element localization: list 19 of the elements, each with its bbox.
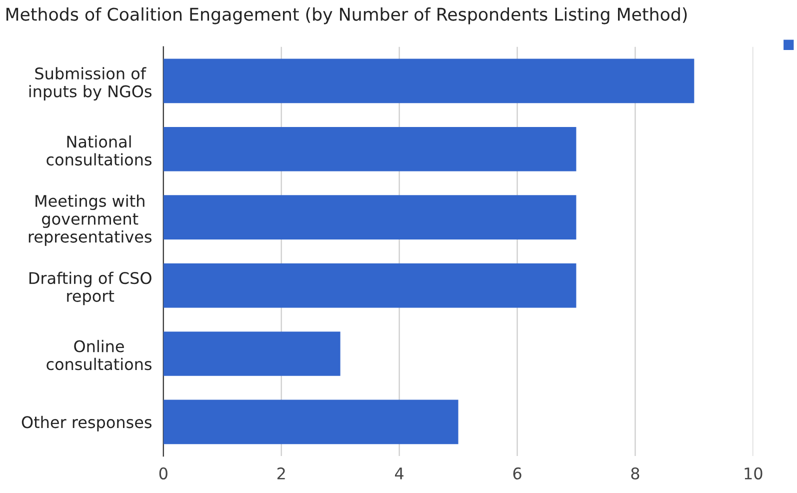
x-tick-label: 10 [744,467,762,480]
x-tick-label: 8 [631,467,640,480]
x-tick-label: 0 [159,467,168,480]
y-tick-label: Submission of inputs by NGOs [29,67,152,100]
bar [163,332,340,376]
y-tick-label: National consultations [46,135,152,166]
bar [163,126,576,172]
y-tick-label: Online consultations [46,340,152,370]
y-tick-label: Meetings with government representatives [28,194,152,246]
bar [163,400,458,444]
bar [163,195,576,240]
x-tick-label: 2 [277,467,285,480]
bar [163,263,576,308]
bar [163,58,694,104]
y-tick-label: Drafting of CSO report [29,272,152,306]
chart-title: Methods of Coalition Engagement (by Number of Respondents Listing Method) [6,7,687,24]
x-tick-label: 4 [394,468,404,480]
x-tick-label: 6 [513,467,522,480]
y-tick-label: Other responses [22,416,152,432]
